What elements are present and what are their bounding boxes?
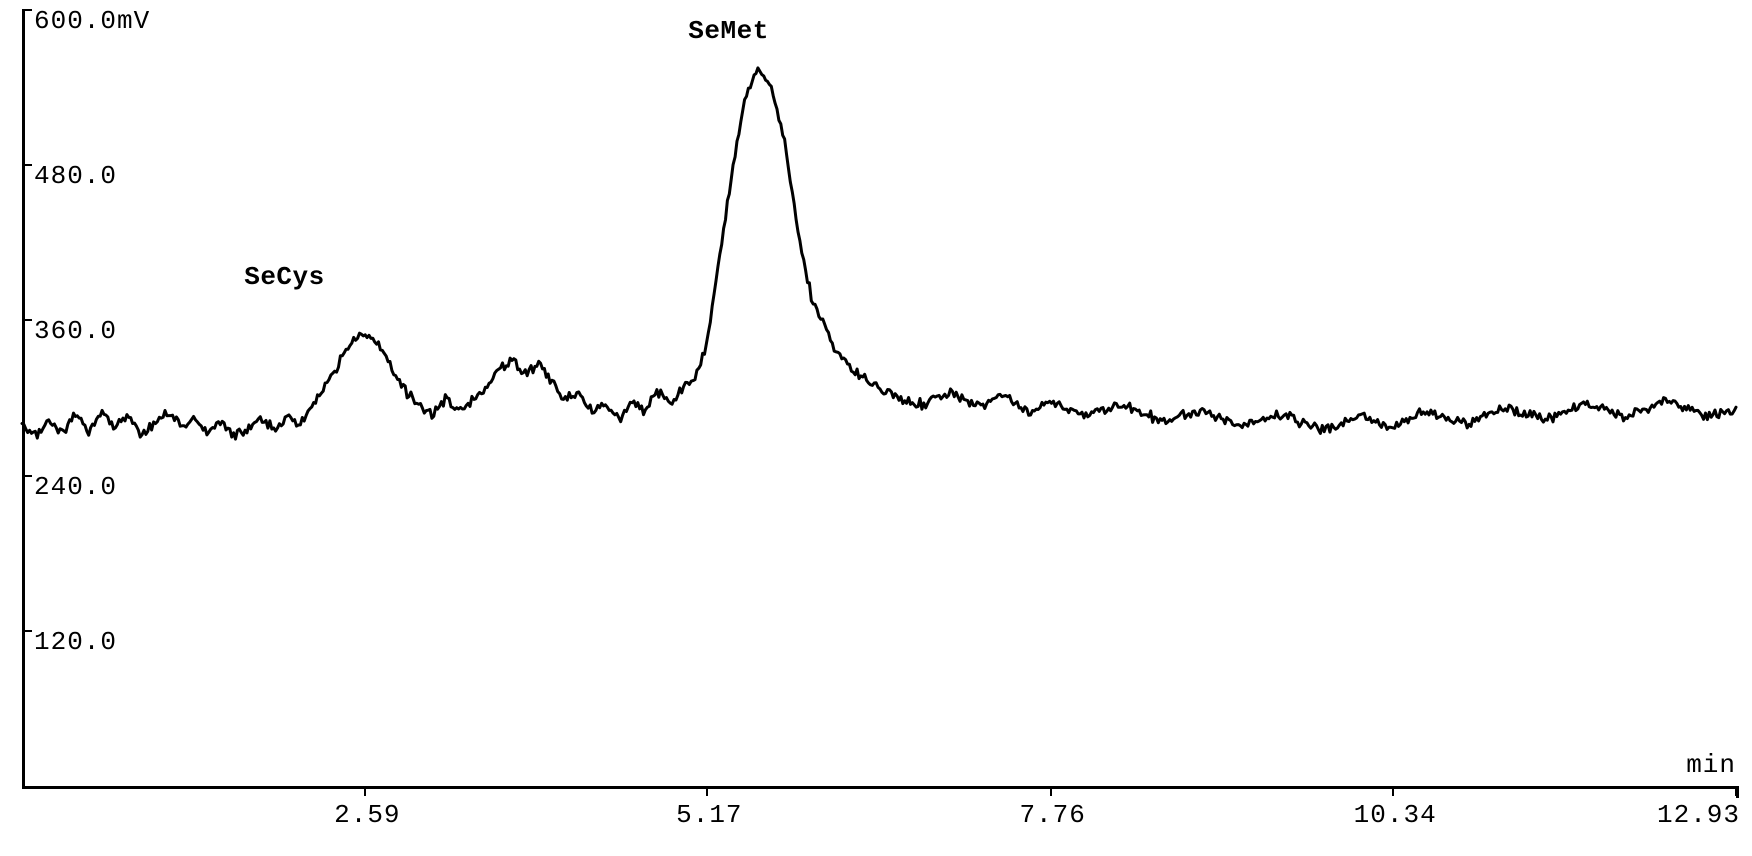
chromatogram-svg [0,0,1752,856]
chromatogram-trace [22,68,1736,439]
